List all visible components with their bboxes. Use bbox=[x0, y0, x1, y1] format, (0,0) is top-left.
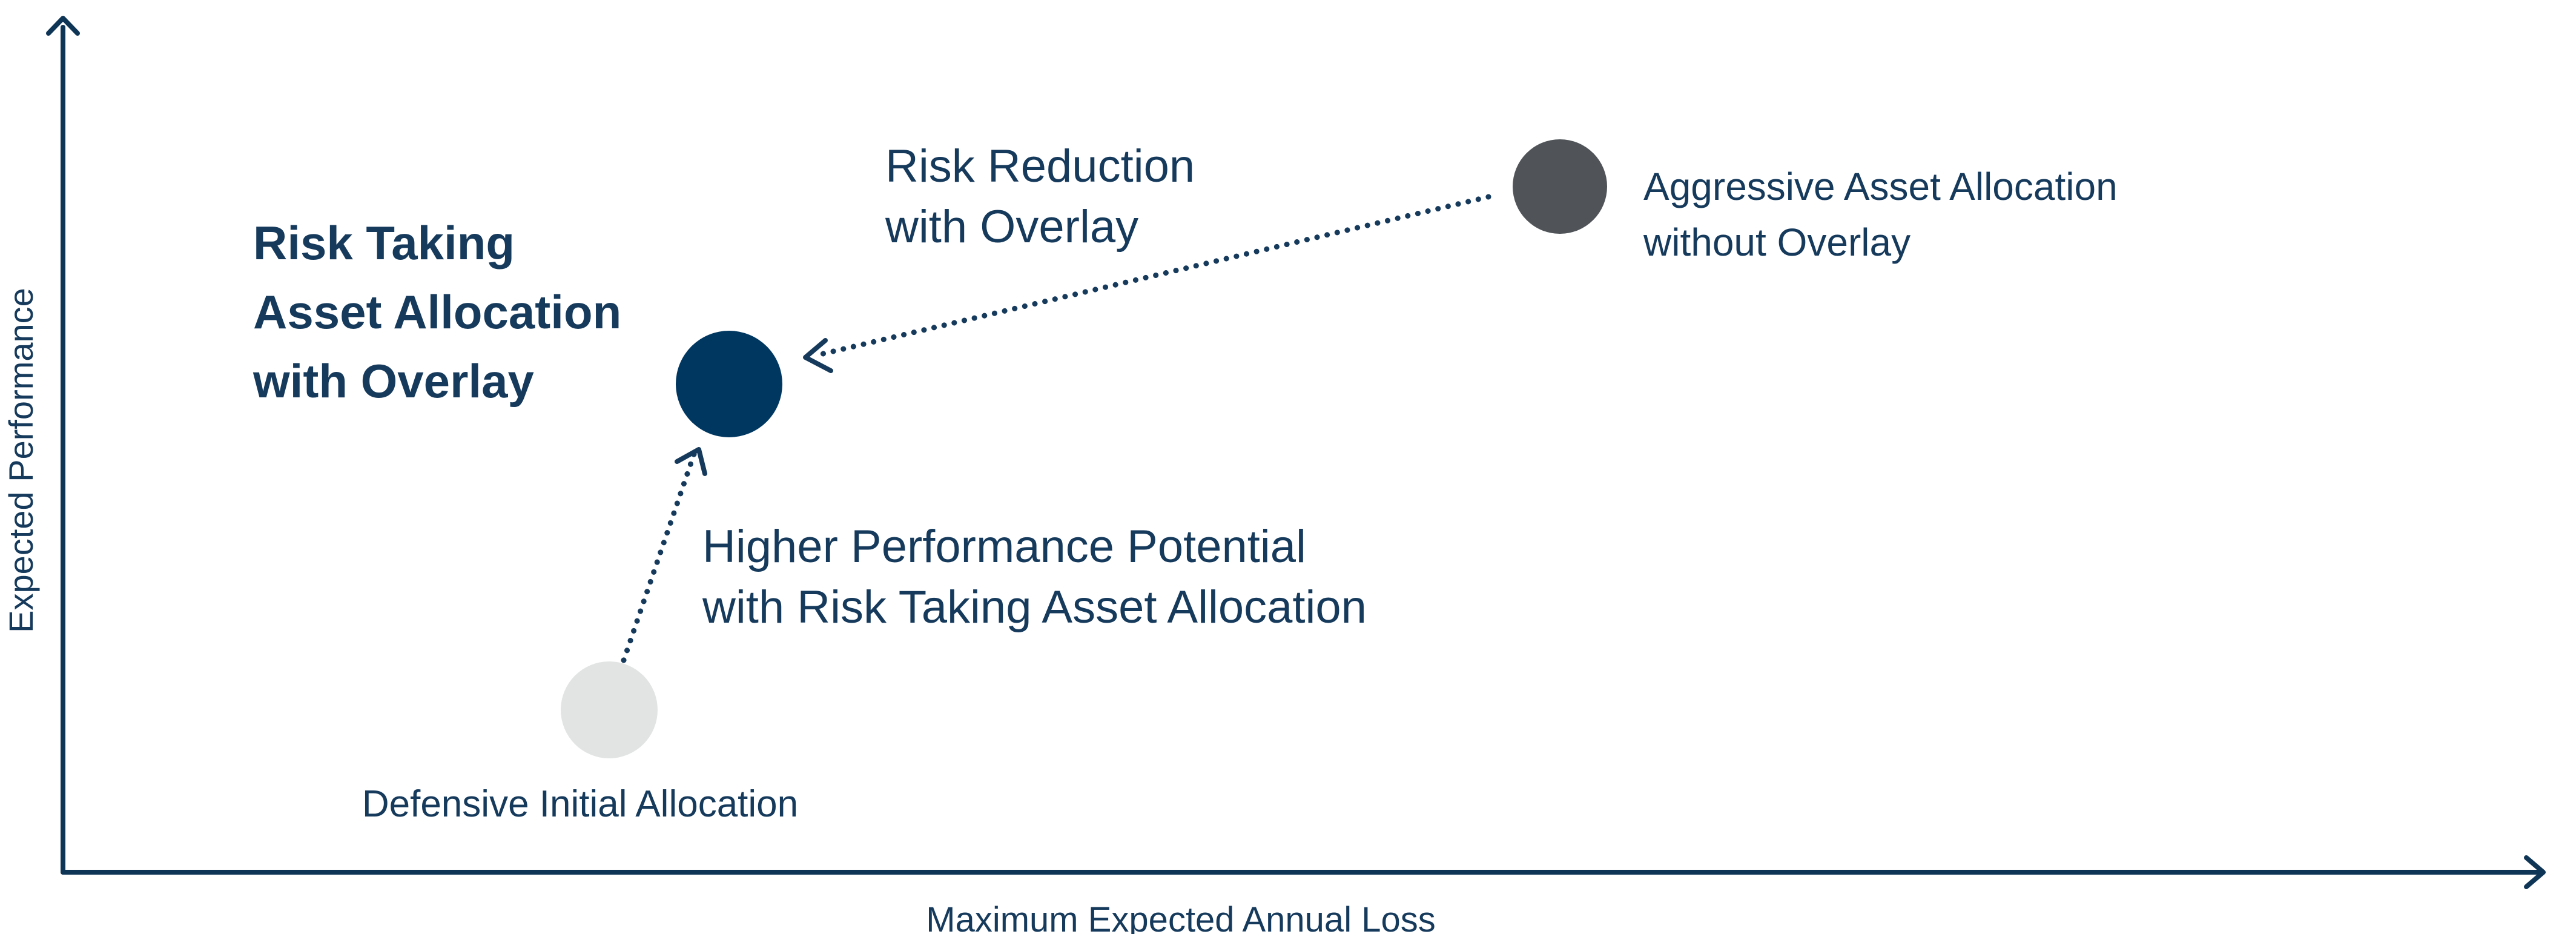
aggressive-allocation-label: Aggressive Asset Allocation without Over… bbox=[1643, 165, 2128, 264]
risk-taking-allocation-label: Risk Taking Asset Allocation with Overla… bbox=[253, 216, 635, 408]
risk-reduction-arrowhead bbox=[803, 338, 833, 373]
risk-taking-label-line-3: with Overlay bbox=[253, 354, 534, 408]
risk-taking-label-line-2: Asset Allocation bbox=[253, 285, 621, 339]
risk-reduction-arrow-line bbox=[817, 194, 1491, 357]
y-axis-label: Expected Performance bbox=[2, 288, 40, 633]
risk-taking-label-line-1: Risk Taking bbox=[253, 216, 515, 270]
risk-reduction-arrow bbox=[803, 194, 1491, 373]
risk-taking-allocation-node bbox=[676, 331, 782, 437]
axes bbox=[46, 16, 2546, 889]
risk-reduction-label-line-1: Risk Reduction bbox=[885, 141, 1195, 192]
aggressive-allocation-node bbox=[1513, 139, 1607, 234]
risk-reduction-label: Risk Reduction with Overlay bbox=[885, 141, 1207, 253]
x-axis-label: Maximum Expected Annual Loss bbox=[926, 900, 1435, 934]
higher-performance-label-line-2: with Risk Taking Asset Allocation bbox=[702, 581, 1367, 633]
higher-performance-label-line-1: Higher Performance Potential bbox=[702, 521, 1306, 572]
higher-performance-arrow bbox=[621, 447, 707, 663]
aggressive-label-line-1: Aggressive Asset Allocation bbox=[1643, 165, 2118, 208]
aggressive-label-line-2: without Overlay bbox=[1643, 220, 1911, 264]
higher-performance-arrowhead bbox=[675, 447, 707, 476]
higher-performance-label: Higher Performance Potential with Risk T… bbox=[702, 521, 1367, 633]
risk-reduction-label-line-2: with Overlay bbox=[885, 201, 1138, 253]
x-axis-arrowhead bbox=[2524, 855, 2546, 889]
higher-performance-arrow-line bbox=[621, 451, 697, 663]
defensive-allocation-label: Defensive Initial Allocation bbox=[362, 783, 798, 825]
defensive-allocation-node bbox=[561, 661, 658, 758]
y-axis-arrowhead bbox=[46, 16, 80, 36]
